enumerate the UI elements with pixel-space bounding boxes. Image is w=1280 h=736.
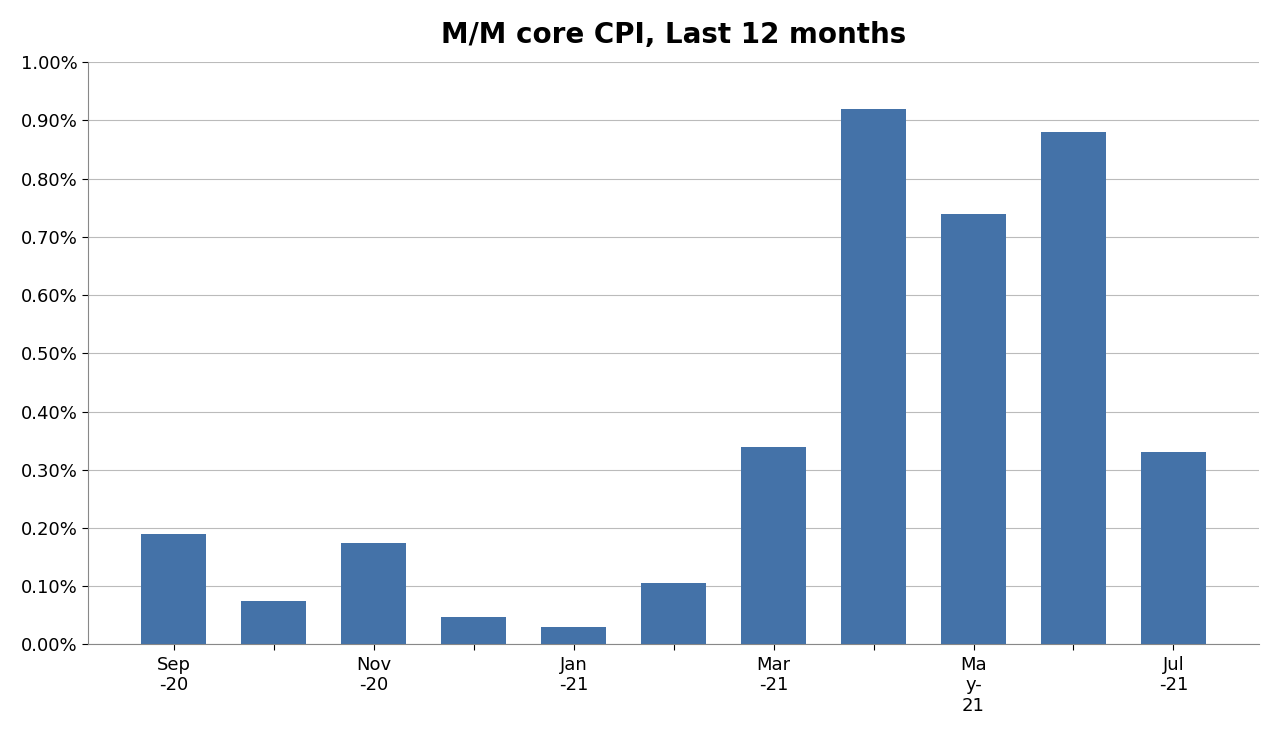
Bar <box>442 617 506 645</box>
Bar <box>541 627 607 645</box>
Bar <box>342 542 406 645</box>
Title: M/M core CPI, Last 12 months: M/M core CPI, Last 12 months <box>442 21 906 49</box>
Bar <box>741 447 806 645</box>
Bar <box>141 534 206 645</box>
Bar <box>1140 453 1206 645</box>
Bar <box>941 213 1006 645</box>
Bar <box>242 601 306 645</box>
Bar <box>841 109 906 645</box>
Bar <box>1041 132 1106 645</box>
Bar <box>641 584 707 645</box>
